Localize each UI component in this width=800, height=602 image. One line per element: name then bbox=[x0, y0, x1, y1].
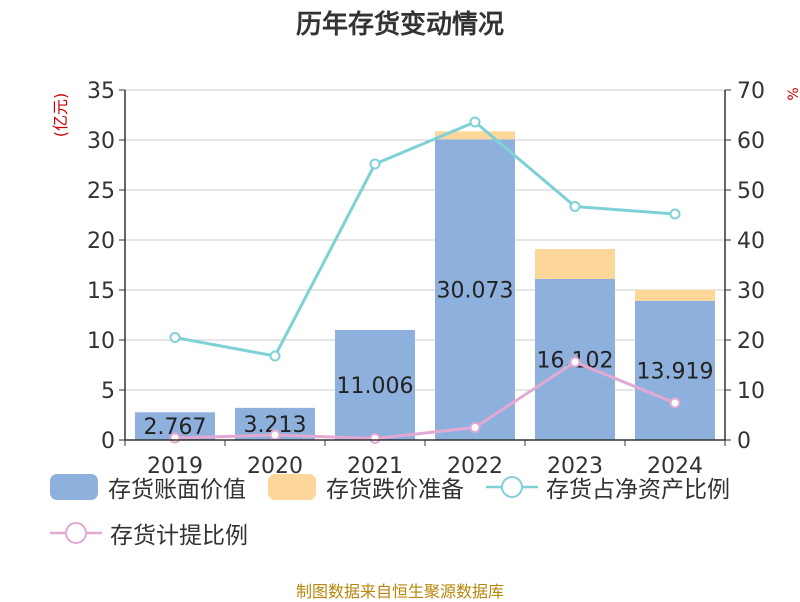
bar-book-value bbox=[635, 300, 715, 440]
series-point-provision-ratio bbox=[169, 432, 181, 444]
left-tick-label: 15 bbox=[87, 279, 115, 304]
x-tick-label: 2023 bbox=[547, 454, 603, 479]
series-point-net-asset-ratio bbox=[369, 158, 381, 170]
series-point-net-asset-ratio bbox=[569, 201, 581, 212]
left-tick-label: 30 bbox=[87, 129, 115, 154]
bar-impairment-reserve bbox=[635, 289, 715, 301]
legend-item-book-value[interactable]: 存货账面价值 bbox=[50, 470, 246, 504]
footer-note: 制图数据来自恒生聚源数据库 bbox=[295, 582, 504, 601]
right-tick-label: 70 bbox=[737, 79, 765, 104]
series-point-net-asset-ratio bbox=[269, 350, 281, 362]
lines-layer bbox=[169, 116, 681, 444]
bar-book-value bbox=[435, 139, 515, 440]
left-axis-label: (亿元) bbox=[51, 93, 70, 138]
left-tick-label: 35 bbox=[87, 79, 115, 104]
legend-item-net-asset-ratio[interactable]: 存货占净资产比例 bbox=[486, 470, 730, 504]
right-tick-label: 50 bbox=[737, 179, 765, 204]
legend-label: 存货占净资产比例 bbox=[546, 477, 730, 503]
right-tick-label: 30 bbox=[737, 279, 765, 304]
right-tick-label: 60 bbox=[737, 129, 765, 154]
legend-item-impairment-reserve[interactable]: 存货跌价准备 bbox=[268, 470, 464, 504]
series-point-provision-ratio bbox=[369, 433, 381, 444]
series-point-net-asset-ratio bbox=[469, 116, 481, 128]
legend-item-provision-ratio[interactable]: 存货计提比例 bbox=[50, 516, 248, 550]
legend: 存货账面价值 存货跌价准备 存货占净资产比例存货计提比例 bbox=[50, 470, 790, 550]
right-tick-label: 0 bbox=[737, 429, 751, 454]
bars-layer bbox=[135, 131, 715, 440]
series-point-provision-ratio bbox=[269, 429, 281, 441]
left-tick-label: 20 bbox=[87, 229, 115, 254]
left-tick-label: 0 bbox=[101, 429, 115, 454]
legend-swatch-bar bbox=[268, 474, 316, 500]
x-tick-label: 2019 bbox=[147, 454, 203, 479]
x-tick-label: 2022 bbox=[447, 454, 503, 479]
right-tick-label: 20 bbox=[737, 329, 765, 354]
legend-swatch-bar bbox=[50, 474, 98, 500]
left-tick-label: 10 bbox=[87, 329, 115, 354]
bar-book-value bbox=[335, 329, 415, 440]
series-point-provision-ratio bbox=[569, 356, 581, 368]
bar-value-label: 30.073 bbox=[437, 279, 514, 304]
series-point-net-asset-ratio bbox=[669, 208, 681, 220]
legend-swatch-line bbox=[486, 476, 538, 498]
right-axis-label: % bbox=[786, 87, 800, 100]
bar-impairment-reserve bbox=[435, 131, 515, 140]
bar-value-label: 13.919 bbox=[637, 359, 714, 384]
bar-impairment-reserve bbox=[535, 248, 615, 279]
legend-swatch-line bbox=[50, 522, 102, 544]
left-tick-label: 5 bbox=[101, 379, 115, 404]
series-point-net-asset-ratio bbox=[169, 332, 181, 343]
legend-label: 存货账面价值 bbox=[108, 477, 246, 503]
right-tick-label: 40 bbox=[737, 229, 765, 254]
right-tick-label: 10 bbox=[737, 379, 765, 404]
series-point-provision-ratio bbox=[669, 397, 681, 409]
legend-label: 存货计提比例 bbox=[110, 523, 248, 549]
series-line-provision-ratio bbox=[174, 360, 676, 440]
x-tick-label: 2024 bbox=[647, 454, 703, 479]
chart-title: 历年存货变动情况 bbox=[295, 10, 504, 40]
grid-layer bbox=[125, 89, 725, 391]
bar-value-label: 11.006 bbox=[337, 374, 414, 399]
series-point-provision-ratio bbox=[469, 422, 481, 433]
left-tick-label: 25 bbox=[87, 179, 115, 204]
series-line-net-asset-ratio bbox=[174, 120, 676, 358]
legend-label: 存货跌价准备 bbox=[326, 477, 464, 503]
x-tick-label: 2021 bbox=[347, 454, 403, 479]
